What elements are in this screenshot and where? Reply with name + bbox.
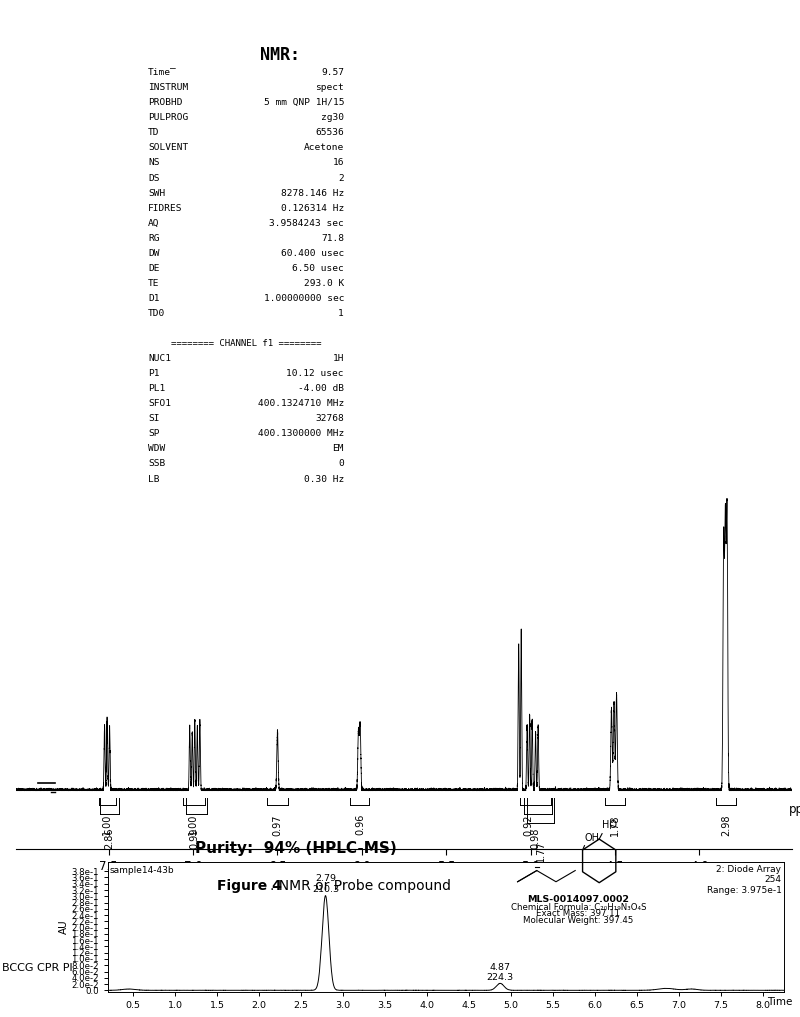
Text: 0.92: 0.92: [524, 814, 534, 836]
Text: 0.99: 0.99: [190, 827, 200, 848]
Text: 1.00: 1.00: [188, 814, 198, 835]
Text: 1.00: 1.00: [102, 814, 112, 835]
Text: TD0: TD0: [148, 309, 166, 318]
Text: DE: DE: [148, 263, 159, 273]
Y-axis label: AU: AU: [58, 919, 69, 935]
Text: Chemical Formula: C₂₀H₁₉N₃O₄S: Chemical Formula: C₂₀H₁₉N₃O₄S: [510, 902, 646, 911]
Text: FIDRES: FIDRES: [148, 203, 182, 213]
Text: 65536: 65536: [315, 128, 344, 137]
Text: DS: DS: [148, 174, 159, 182]
Text: PROBHD: PROBHD: [148, 99, 182, 107]
Text: DW: DW: [148, 249, 159, 257]
Text: HO: HO: [602, 821, 617, 830]
Text: Acetone: Acetone: [304, 143, 344, 153]
Text: MLS-0014097.0002: MLS-0014097.0002: [527, 895, 630, 904]
Text: 0.98: 0.98: [530, 827, 541, 848]
Text: 2.98: 2.98: [722, 814, 731, 836]
Text: PULPROG: PULPROG: [148, 113, 188, 122]
Text: PL1: PL1: [148, 384, 166, 394]
Text: 2.79
210.3: 2.79 210.3: [312, 875, 339, 894]
Text: Purity:  94% (HPLC-MS): Purity: 94% (HPLC-MS): [195, 841, 397, 856]
Text: EM: EM: [333, 444, 344, 454]
Text: Exact Mass: 397.11: Exact Mass: 397.11: [536, 909, 620, 918]
Text: Molecular Weight: 397.45: Molecular Weight: 397.45: [523, 915, 634, 924]
Text: 1: 1: [338, 309, 344, 318]
Text: 0.96: 0.96: [355, 814, 365, 835]
Text: 0: 0: [338, 460, 344, 469]
Text: ======== CHANNEL f1 ========: ======== CHANNEL f1 ========: [170, 339, 322, 348]
Text: 400.1324710 MHz: 400.1324710 MHz: [258, 400, 344, 408]
Text: 60.400 usec: 60.400 usec: [281, 249, 344, 257]
Text: SOLVENT: SOLVENT: [148, 143, 188, 153]
Text: SWH: SWH: [148, 188, 166, 197]
Text: 3.9584243 sec: 3.9584243 sec: [270, 219, 344, 228]
Text: Time̅: Time̅: [148, 68, 177, 77]
Text: spect: spect: [315, 83, 344, 93]
Text: 1.00000000 sec: 1.00000000 sec: [263, 294, 344, 303]
Text: NUC1: NUC1: [148, 354, 171, 363]
Text: ppm: ppm: [789, 803, 800, 817]
Text: sample14-43b: sample14-43b: [110, 866, 174, 876]
Text: 1H: 1H: [333, 354, 344, 363]
Text: 0.97: 0.97: [273, 814, 282, 836]
Text: RG: RG: [148, 234, 159, 243]
Text: 1.78: 1.78: [610, 814, 620, 836]
Text: 0.30 Hz: 0.30 Hz: [304, 475, 344, 483]
Text: NS: NS: [148, 159, 159, 168]
Text: zg30: zg30: [321, 113, 344, 122]
Text: NMR:: NMR:: [260, 46, 300, 64]
Text: TD: TD: [148, 128, 159, 137]
Text: Figure 4: Figure 4: [217, 879, 282, 893]
Text: 2: Diode Array
254
Range: 3.975e-1: 2: Diode Array 254 Range: 3.975e-1: [706, 864, 782, 895]
Text: 10.12 usec: 10.12 usec: [286, 369, 344, 378]
Text: -4.00 dB: -4.00 dB: [298, 384, 344, 394]
Text: 0.126314 Hz: 0.126314 Hz: [281, 203, 344, 213]
Text: . NMR or Probe compound: . NMR or Probe compound: [270, 879, 451, 893]
Text: OH: OH: [585, 834, 599, 843]
Text: 16: 16: [333, 159, 344, 168]
Text: 293.0 K: 293.0 K: [304, 279, 344, 288]
Text: 1.77: 1.77: [536, 840, 546, 862]
Text: SI: SI: [148, 414, 159, 423]
Text: SFO1: SFO1: [148, 400, 171, 408]
Text: 4.87
224.3: 4.87 224.3: [486, 963, 514, 982]
Text: P1: P1: [148, 369, 159, 378]
Text: 8278.146 Hz: 8278.146 Hz: [281, 188, 344, 197]
Text: BCCG CPR Pl: BCCG CPR Pl: [2, 963, 72, 973]
Text: AQ: AQ: [148, 219, 159, 228]
Text: SP: SP: [148, 429, 159, 438]
Text: Time: Time: [767, 997, 792, 1007]
Text: 32768: 32768: [315, 414, 344, 423]
Text: 6.50 usec: 6.50 usec: [292, 263, 344, 273]
Text: TE: TE: [148, 279, 159, 288]
Text: SSB: SSB: [148, 460, 166, 469]
Text: 2.86: 2.86: [104, 827, 114, 849]
Text: INSTRUM: INSTRUM: [148, 83, 188, 93]
Text: 2: 2: [338, 174, 344, 182]
Text: LB: LB: [148, 475, 159, 483]
Text: 400.1300000 MHz: 400.1300000 MHz: [258, 429, 344, 438]
Text: 71.8: 71.8: [321, 234, 344, 243]
Text: 9.57: 9.57: [321, 68, 344, 77]
Text: WDW: WDW: [148, 444, 166, 454]
Text: D1: D1: [148, 294, 159, 303]
Text: 5 mm QNP 1H/15: 5 mm QNP 1H/15: [263, 99, 344, 107]
